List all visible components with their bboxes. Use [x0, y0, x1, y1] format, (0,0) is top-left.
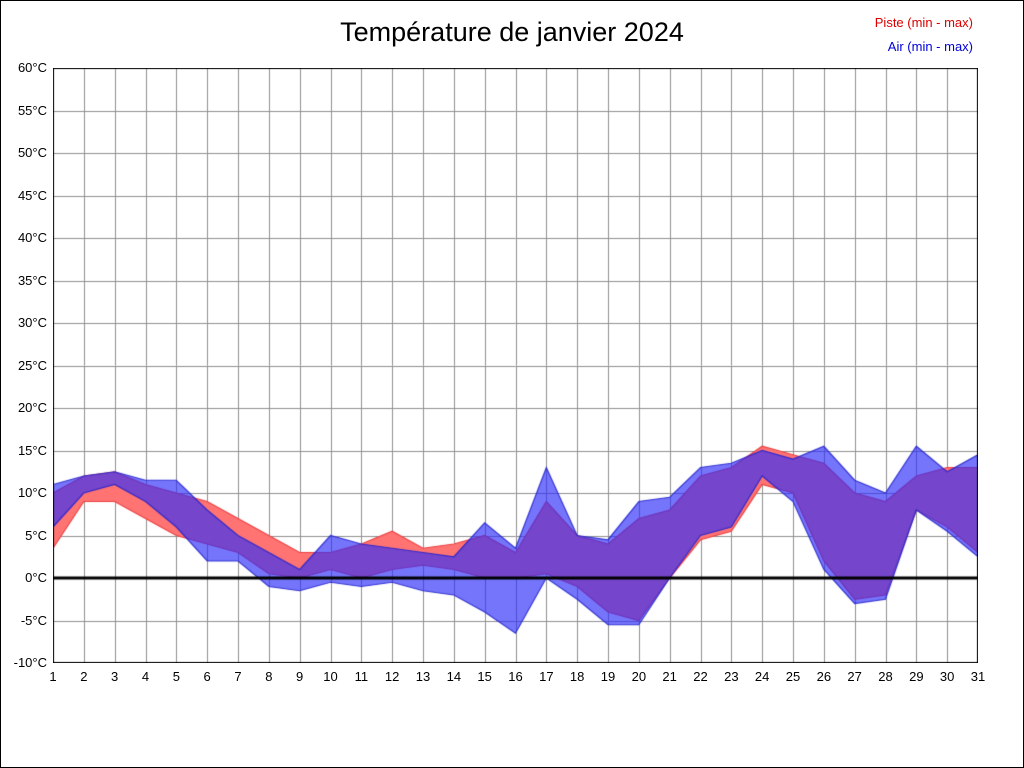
y-tick-label: 60°C — [17, 60, 47, 75]
y-tick-label: 25°C — [17, 357, 47, 373]
x-tick-label: 28 — [878, 669, 893, 684]
x-tick-label: 1 — [49, 669, 57, 684]
x-tick-label: 31 — [970, 669, 986, 684]
chart-title: Température de janvier 2024 — [340, 17, 684, 47]
plot-canvas — [53, 68, 978, 663]
x-tick-label: 8 — [265, 669, 273, 684]
x-tick-label: 17 — [539, 669, 554, 684]
y-tick-label: 30°C — [17, 315, 47, 330]
x-tick-label: 26 — [816, 669, 832, 684]
y-tick-label: -5°C — [20, 612, 47, 628]
x-tick-label: 30 — [939, 669, 955, 684]
x-tick-label: 16 — [508, 669, 523, 684]
y-tick-label: 35°C — [17, 272, 47, 288]
x-tick-label: 3 — [111, 669, 119, 684]
x-tick-label: 12 — [384, 669, 400, 684]
y-tick-label: 55°C — [17, 102, 47, 118]
x-tick-label: 4 — [141, 669, 150, 684]
y-tick-label: 10°C — [17, 485, 47, 500]
x-tick-label: 6 — [203, 669, 211, 684]
x-tick-label: 27 — [847, 669, 862, 684]
y-tick-label: 45°C — [17, 187, 47, 203]
x-tick-label: 7 — [234, 669, 242, 684]
legend-item-piste: Piste (min - max) — [874, 15, 973, 30]
x-tick-label: 22 — [693, 669, 708, 684]
y-tick-label: 40°C — [17, 230, 47, 245]
y-tick-label: 15°C — [17, 442, 47, 458]
x-tick-label: 13 — [415, 669, 431, 684]
x-tick-label: 9 — [296, 669, 304, 684]
x-tick-label: 14 — [446, 669, 462, 684]
x-tick-label: 11 — [354, 669, 369, 684]
y-tick-label: 0°C — [25, 570, 47, 585]
x-tick-label: 5 — [172, 669, 180, 684]
x-tick-label: 19 — [600, 669, 616, 684]
x-tick-label: 18 — [569, 669, 585, 684]
y-tick-label: 20°C — [17, 400, 47, 415]
x-tick-label: 29 — [909, 669, 924, 684]
x-tick-label: 10 — [323, 669, 338, 684]
y-tick-label: 5°C — [25, 527, 47, 543]
x-tick-label: 15 — [477, 669, 492, 684]
legend: Piste (min - max) Air (min - max) — [875, 11, 973, 59]
x-tick-label: 25 — [785, 669, 801, 684]
x-tick-label: 2 — [80, 669, 88, 684]
x-tick-label: 20 — [631, 669, 647, 684]
x-tick-label: 24 — [754, 669, 770, 684]
x-tick-label: 23 — [724, 669, 739, 684]
y-tick-label: 50°C — [17, 145, 47, 160]
legend-item-air: Air (min - max) — [887, 39, 973, 54]
x-tick-label: 21 — [662, 669, 677, 684]
y-tick-label: -10°C — [13, 655, 47, 670]
